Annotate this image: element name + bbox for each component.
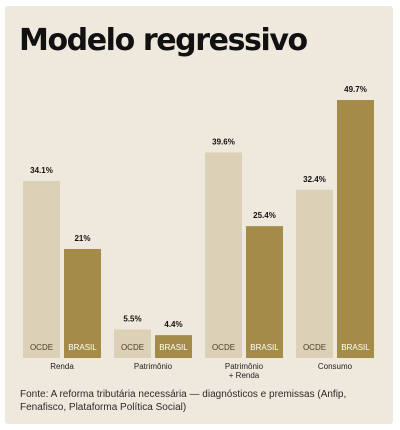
source-note: Fonte: A reforma tributária necessária —… [20, 389, 347, 413]
series-label: OCDE [212, 343, 235, 352]
value-label: 21% [74, 234, 90, 243]
bar-brasil [155, 335, 192, 358]
series-label: BRASIL [68, 343, 97, 352]
bar-ocde [296, 189, 333, 358]
value-label: 32.4% [303, 175, 326, 184]
series-label: OCDE [30, 343, 53, 352]
category-label: Patrimônio [225, 362, 264, 371]
value-label: 49.7% [344, 85, 367, 94]
category-label: Renda [50, 362, 74, 371]
value-label: 4.4% [164, 320, 182, 329]
category-label: Patrimônio [134, 362, 173, 371]
bar-ocde [205, 152, 242, 358]
bar-brasil [337, 100, 374, 358]
series-label: BRASIL [250, 343, 279, 352]
bar-brasil [246, 226, 283, 358]
bar-ocde [114, 329, 151, 358]
chart-title: Modelo regressivo [19, 23, 308, 58]
value-label: 5.5% [123, 314, 141, 323]
series-label: BRASIL [159, 343, 188, 352]
series-label: BRASIL [341, 343, 370, 352]
value-label: 34.1% [30, 166, 53, 175]
series-label: OCDE [303, 343, 326, 352]
category-label: Consumo [318, 362, 353, 371]
value-label: 39.6% [212, 137, 235, 146]
bar-brasil [64, 248, 101, 358]
bar-ocde [23, 180, 60, 358]
value-label: 25.4% [253, 211, 276, 220]
category-label: + Renda [229, 371, 260, 380]
series-label: OCDE [121, 343, 144, 352]
